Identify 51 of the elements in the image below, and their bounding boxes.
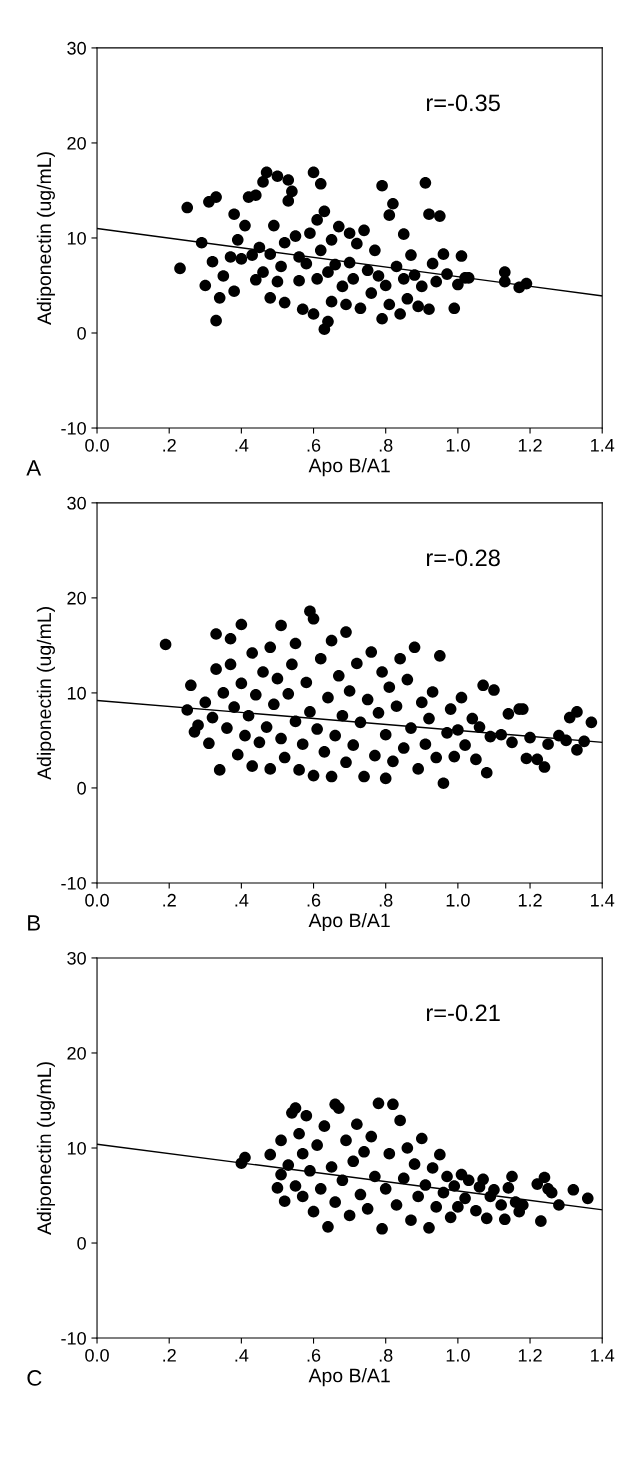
x-tick-label: .4 — [235, 439, 249, 452]
annotation: r=-0.35 — [426, 94, 500, 112]
y-axis-title: Adiponectin (ug/mL) — [36, 1062, 55, 1235]
x-tick-label: 1.0 — [446, 438, 470, 452]
y-tick-label: 20 — [67, 591, 86, 605]
x-axis-title: Apo B/A1 — [308, 1368, 390, 1387]
y-tick-label: 20 — [67, 1046, 86, 1060]
y-tick-label: -10 — [61, 876, 86, 890]
x-tick-label: .2 — [163, 438, 176, 452]
x-tick-label: .4 — [235, 1349, 249, 1362]
y-tick-label: 10 — [67, 231, 86, 245]
text: C — [27, 1370, 42, 1386]
annotation: r=-0.28 — [426, 549, 500, 567]
x-tick-label: 1.4 — [591, 894, 615, 907]
y-tick-label: 30 — [67, 951, 86, 965]
x-tick-label: .8 — [379, 438, 393, 452]
x-axis-title: Apo B/A1 — [308, 458, 390, 477]
y-tick-label: 0 — [77, 781, 86, 795]
x-tick-label: 0.0 — [85, 893, 109, 907]
x-tick-label: 1.4 — [591, 1349, 615, 1362]
x-tick-label: .8 — [379, 893, 393, 907]
x-tick-label: .6 — [307, 1348, 321, 1362]
x-tick-label: 1.0 — [446, 893, 470, 907]
x-tick-label: 1.2 — [518, 893, 542, 907]
x-tick-label: .8 — [379, 1348, 393, 1362]
x-tick-label: .2 — [163, 1348, 176, 1362]
x-axis-title: Apo B/A1 — [308, 912, 390, 932]
x-tick-label: 1.0 — [446, 1348, 470, 1362]
x-tick-label: 0.0 — [85, 1348, 109, 1362]
y-tick-label: 10 — [67, 1141, 86, 1155]
x-tick-label: 0.0 — [85, 438, 109, 452]
y-tick-label: 30 — [67, 496, 86, 510]
y-tick-label: 30 — [67, 41, 86, 55]
x-tick-label: .4 — [235, 894, 249, 907]
x-tick-label: .2 — [163, 893, 176, 907]
y-axis-title: Adiponectin (ug/mL) — [36, 152, 55, 325]
y-tick-label: -10 — [61, 1331, 86, 1345]
x-tick-label: .6 — [307, 438, 321, 452]
y-axis-title: Adiponectin (ug/mL) — [36, 607, 55, 780]
y-tick-label: -10 — [61, 421, 86, 435]
x-tick-label: .6 — [307, 893, 321, 907]
y-tick-label: 0 — [77, 326, 86, 340]
y-tick-label: 0 — [77, 1236, 86, 1250]
x-tick-label: 1.2 — [518, 438, 542, 452]
x-tick-label: 1.2 — [518, 1348, 542, 1362]
y-tick-label: 10 — [67, 686, 86, 700]
text: A — [26, 460, 42, 476]
y-tick-label: 20 — [67, 136, 86, 150]
annotation: r=-0.21 — [426, 1004, 500, 1022]
x-tick-label: 1.4 — [591, 439, 615, 452]
text: B — [28, 915, 40, 931]
